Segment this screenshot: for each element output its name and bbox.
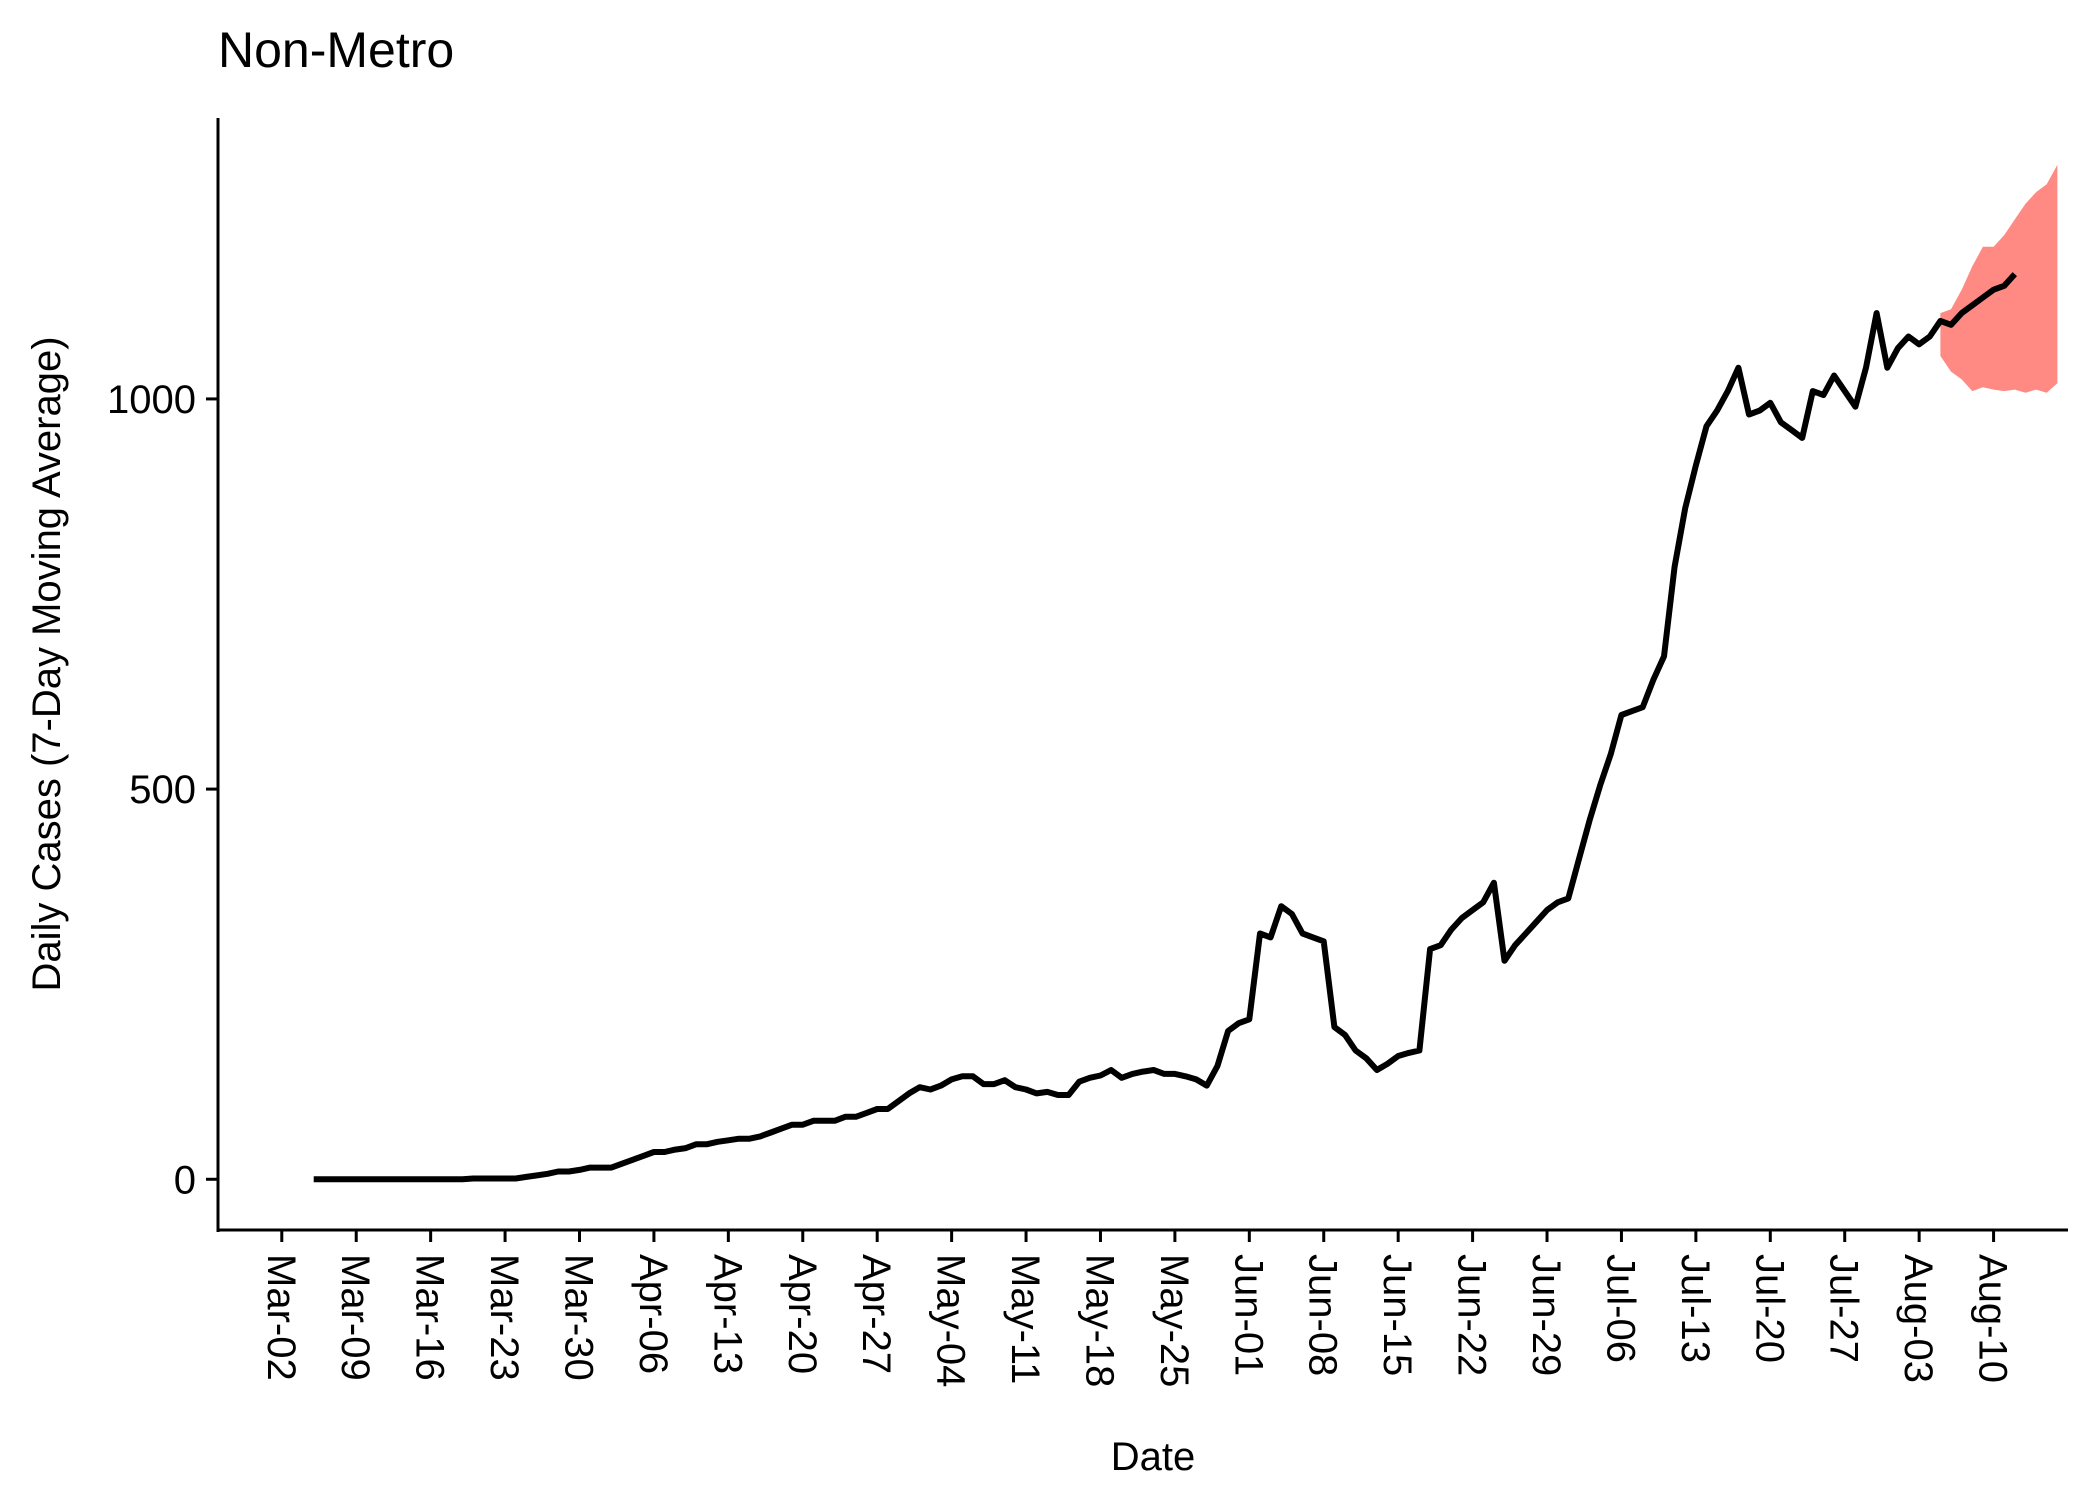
x-tick-label: Jul-20 [1747,1254,1791,1363]
y-axis-title: Daily Cases (7-Day Moving Average) [25,336,69,991]
x-tick-label: Mar-23 [482,1254,526,1381]
x-tick-label: Apr-27 [854,1254,898,1374]
x-tick-label: Mar-30 [557,1254,601,1381]
plot-area [313,164,2058,1183]
x-tick-label: Jul-06 [1598,1254,1642,1363]
x-tick-label: Mar-16 [408,1254,452,1381]
x-axis: Mar-02 Mar-09 Mar-16 Mar-23 Mar-30 Apr-06 Apr-… [259,1230,2015,1387]
x-axis-title: Date [1111,1435,1196,1479]
x-tick-label: Jun-29 [1524,1254,1568,1376]
x-tick-label: Jun-15 [1375,1254,1419,1376]
x-tick-label: Jul-27 [1822,1254,1866,1363]
x-tick-label: May-04 [929,1254,973,1387]
x-tick-label: Mar-02 [259,1254,303,1381]
series-line [313,272,2018,1183]
x-tick-label: May-11 [1003,1254,1047,1384]
x-tick-label: Apr-20 [780,1254,824,1374]
x-tick-label: Jun-01 [1226,1254,1270,1376]
y-tick-label: 0 [174,1158,196,1202]
x-tick-label: Jun-22 [1450,1254,1494,1376]
y-axis: 0 500 1000 [107,378,218,1202]
x-tick-label: May-25 [1152,1254,1196,1387]
x-tick-label: Apr-06 [631,1254,675,1374]
x-tick-label: Jul-13 [1673,1254,1717,1363]
x-tick-label: Jun-08 [1301,1254,1345,1376]
x-tick-label: May-18 [1078,1254,1122,1387]
x-tick-label: Aug-03 [1896,1254,1940,1383]
forecast-band [1940,164,2058,393]
chart-title: Non-Metro [218,22,454,78]
x-tick-label: Apr-13 [705,1254,749,1374]
y-tick-label: 500 [129,768,196,812]
x-tick-label: Aug-10 [1971,1254,2015,1383]
x-tick-label: Mar-09 [333,1254,377,1381]
y-tick-label: 1000 [107,378,196,422]
